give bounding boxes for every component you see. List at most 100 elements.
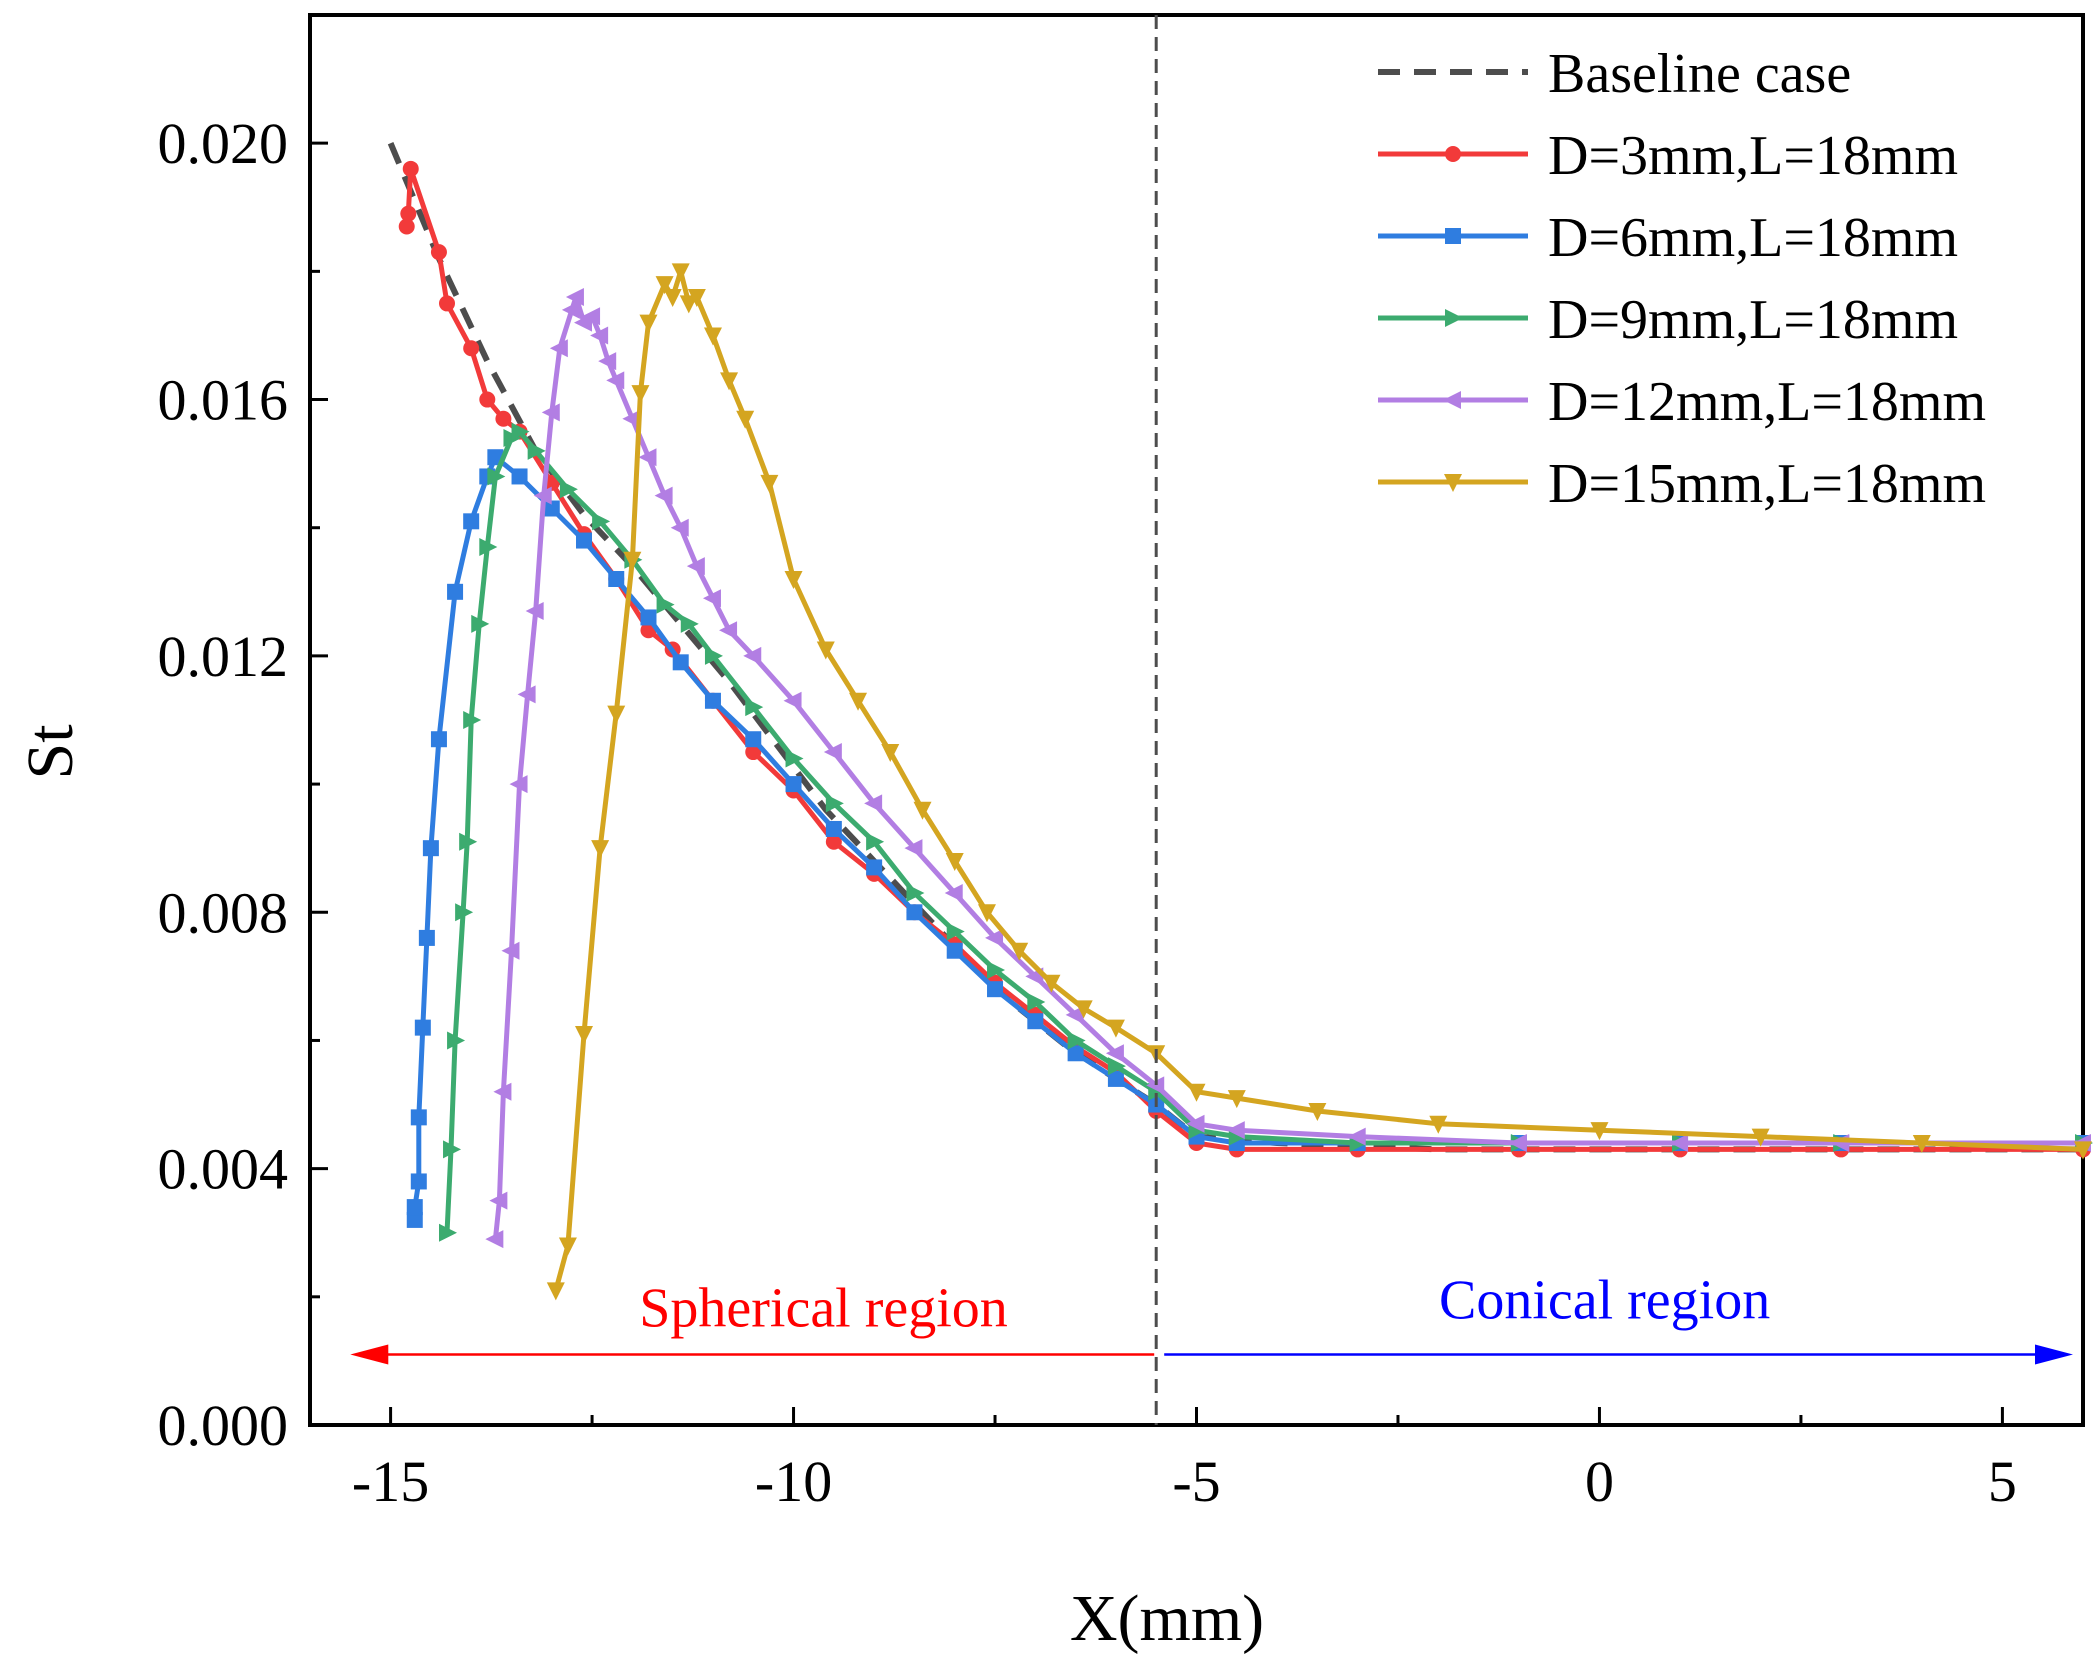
data-point — [671, 263, 690, 282]
data-point — [816, 641, 835, 660]
data-point — [640, 609, 657, 626]
y-tick-label: 0.004 — [158, 1137, 289, 1202]
conical-arrow-head — [2035, 1344, 2073, 1365]
data-point — [400, 205, 417, 222]
data-point — [430, 244, 447, 261]
spherical-region-label: Spherical region — [639, 1278, 1008, 1340]
data-point — [745, 731, 762, 748]
data-point — [913, 801, 932, 820]
data-point — [443, 1140, 462, 1159]
data-point — [987, 960, 1006, 979]
data-point — [736, 410, 755, 429]
data-point — [825, 820, 842, 837]
data-point — [471, 614, 490, 633]
data-point — [592, 512, 611, 531]
data-point — [590, 326, 609, 345]
data-point — [447, 1031, 466, 1050]
data-point — [525, 602, 544, 621]
data-point — [944, 884, 963, 903]
data-point — [745, 698, 764, 717]
data-point — [825, 833, 842, 850]
data-point — [1308, 1102, 1327, 1121]
data-point — [463, 711, 482, 729]
data-point — [864, 794, 883, 813]
legend: Baseline case D=3mm,L=18mm D=6mm,L=18mm D=9… — [1378, 43, 1986, 515]
data-point — [1027, 1013, 1044, 1030]
data-point — [479, 537, 498, 556]
series-line — [412, 454, 2083, 1220]
data-point — [906, 884, 925, 903]
y-tick-label: 0.000 — [158, 1393, 289, 1458]
data-point — [575, 1026, 594, 1045]
data-point — [402, 160, 419, 177]
data-point — [1429, 1115, 1448, 1134]
data-point — [638, 448, 657, 467]
data-point — [1186, 1114, 1205, 1133]
y-axis-title: St — [14, 724, 87, 779]
legend-item: D=9mm,L=18mm — [1378, 289, 1958, 351]
data-point — [1106, 1019, 1125, 1038]
legend-marker — [1445, 146, 1461, 162]
data-point — [946, 922, 965, 941]
data-point — [1067, 1031, 1086, 1050]
data-point — [783, 691, 802, 710]
data-point — [743, 646, 762, 665]
data-point — [655, 276, 674, 295]
data-point — [493, 1082, 512, 1101]
data-point — [866, 832, 885, 851]
data-point — [422, 840, 439, 857]
data-point — [511, 468, 528, 485]
data-point — [1027, 993, 1046, 1011]
legend-item: D=6mm,L=18mm — [1378, 207, 1958, 269]
data-point — [598, 352, 617, 371]
legend-label: D=3mm,L=18mm — [1548, 125, 1958, 187]
series-lines — [387, 142, 2093, 1301]
legend-label: D=6mm,L=18mm — [1548, 207, 1958, 269]
data-point — [785, 776, 802, 793]
data-point — [487, 467, 506, 486]
series-line — [492, 294, 2083, 1240]
data-point — [866, 859, 883, 876]
x-axis-title: X(mm) — [1070, 1582, 1264, 1655]
data-point — [985, 928, 1004, 947]
data-point — [1042, 974, 1061, 993]
data-point — [1751, 1128, 1770, 1147]
legend-marker — [1443, 391, 1461, 409]
data-point — [430, 731, 447, 748]
data-point — [541, 403, 560, 422]
data-point — [977, 904, 996, 923]
data-point — [881, 744, 900, 763]
data-point — [549, 339, 568, 358]
data-point — [1670, 1134, 1689, 1152]
data-point — [509, 775, 528, 794]
data-point — [1590, 1122, 1609, 1141]
legend-marker — [1445, 309, 1463, 327]
legend-item: D=15mm,L=18mm — [1378, 453, 1986, 515]
data-point — [679, 295, 698, 314]
data-point — [704, 646, 723, 665]
data-point — [687, 289, 706, 307]
data-point — [591, 840, 610, 859]
data-point — [511, 422, 530, 441]
data-point — [1508, 1134, 1527, 1152]
data-point — [686, 557, 705, 576]
data-point — [561, 300, 580, 319]
legend-marker — [1444, 474, 1462, 492]
data-point — [1187, 1083, 1206, 1102]
legend-item: Baseline case — [1378, 43, 1851, 105]
y-tick-label: 0.012 — [158, 624, 289, 689]
data-point — [439, 295, 456, 312]
data-point — [398, 218, 415, 235]
data-point — [1912, 1135, 1931, 1153]
data-point — [607, 705, 626, 724]
data-point — [1010, 942, 1029, 961]
data-point — [517, 685, 536, 704]
data-point — [745, 744, 762, 761]
data-point — [479, 391, 496, 408]
data-point — [533, 486, 552, 505]
data-point — [546, 1282, 565, 1301]
data-point — [455, 903, 474, 922]
data-point — [720, 372, 739, 391]
data-point — [463, 513, 480, 530]
